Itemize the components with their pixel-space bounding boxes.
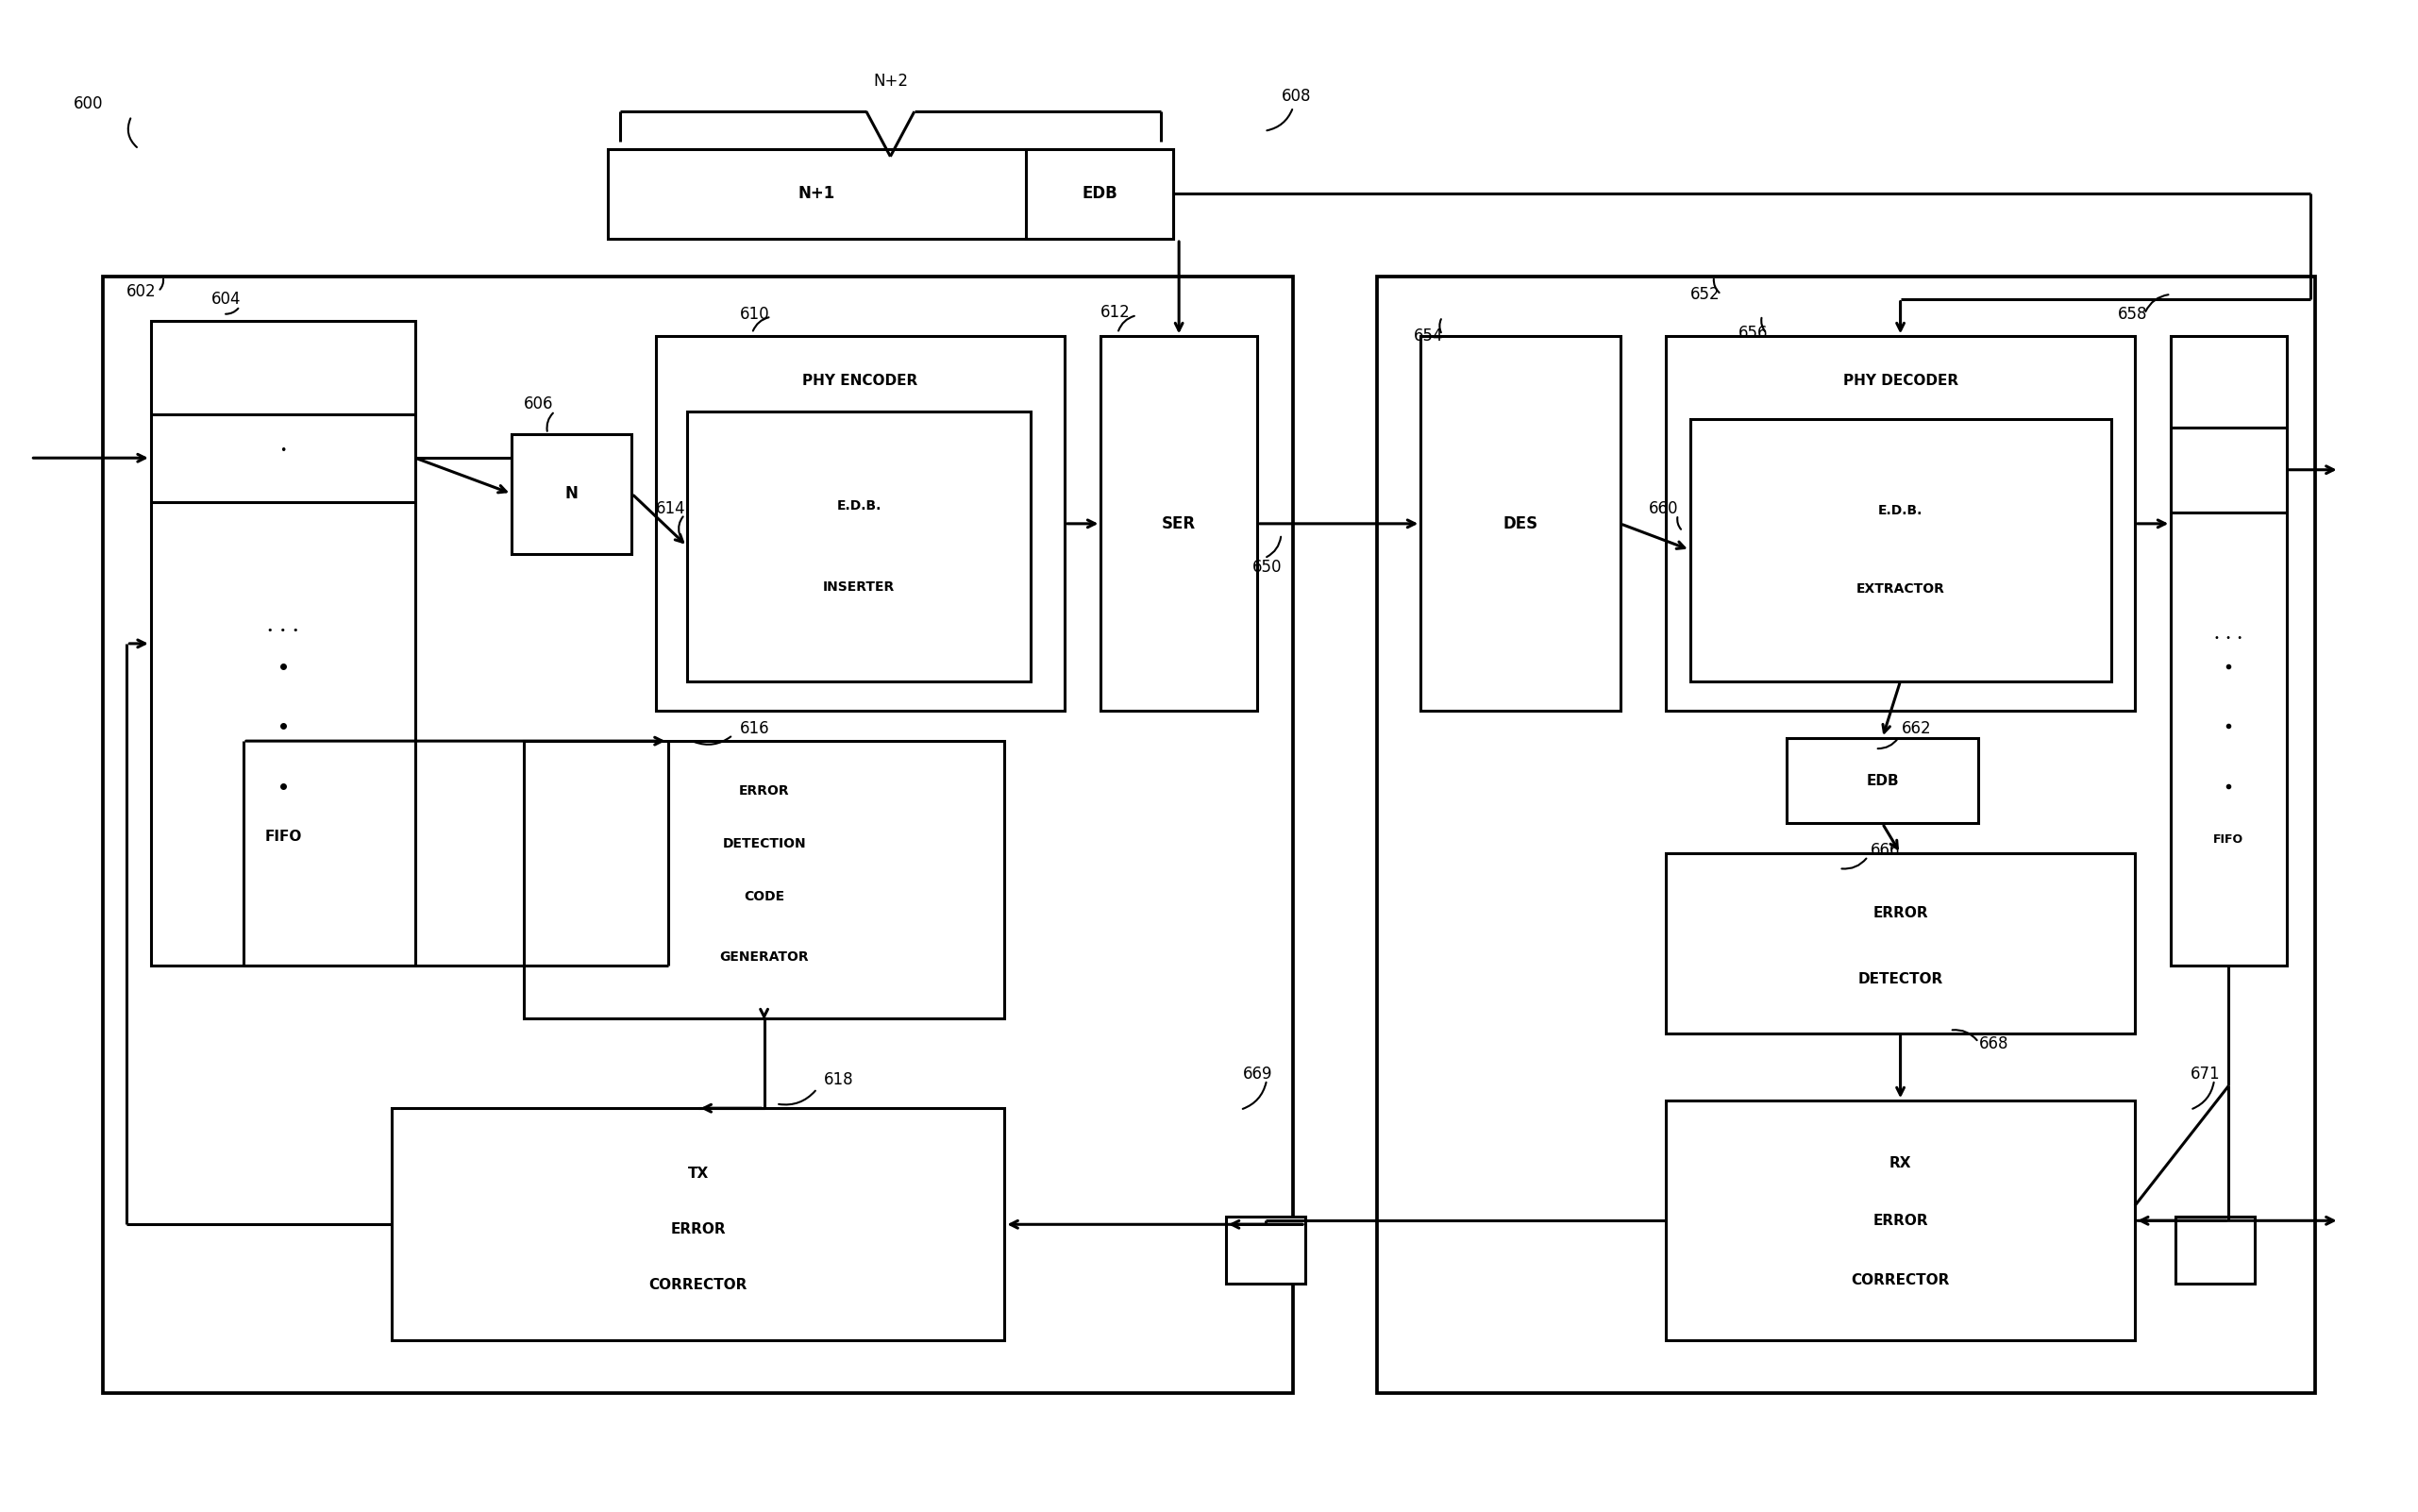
Text: 602: 602 xyxy=(126,283,157,299)
Text: 618: 618 xyxy=(825,1072,854,1089)
Bar xyxy=(1025,150,1173,239)
Bar xyxy=(1787,738,1978,824)
Text: 662: 662 xyxy=(1901,721,1932,738)
Text: CORRECTOR: CORRECTOR xyxy=(648,1278,747,1291)
Text: PHY ENCODER: PHY ENCODER xyxy=(803,373,919,389)
Text: ERROR: ERROR xyxy=(670,1222,725,1237)
Text: 608: 608 xyxy=(1282,88,1311,104)
Text: ERROR: ERROR xyxy=(740,785,788,797)
Text: 666: 666 xyxy=(1872,842,1901,859)
Text: FIFO: FIFO xyxy=(2212,833,2244,847)
Bar xyxy=(1226,1216,1306,1284)
Text: EDB: EDB xyxy=(1867,774,1898,788)
Bar xyxy=(392,1108,1003,1341)
Text: 650: 650 xyxy=(1253,558,1282,576)
Bar xyxy=(2171,336,2287,966)
Bar xyxy=(1100,336,1257,711)
Text: •: • xyxy=(280,445,288,457)
Bar xyxy=(655,336,1064,711)
Text: PHY DECODER: PHY DECODER xyxy=(1843,373,1959,389)
Text: N: N xyxy=(566,485,578,502)
Bar xyxy=(607,150,1173,239)
Bar xyxy=(1666,1101,2135,1341)
Text: SER: SER xyxy=(1163,516,1197,532)
Text: ERROR: ERROR xyxy=(1874,906,1927,919)
Text: GENERATOR: GENERATOR xyxy=(721,951,808,965)
Text: 614: 614 xyxy=(655,500,687,517)
Text: 668: 668 xyxy=(1978,1036,2009,1052)
Text: FIFO: FIFO xyxy=(264,830,302,844)
Text: TX: TX xyxy=(687,1166,708,1181)
Bar xyxy=(1690,419,2111,680)
Bar xyxy=(1666,336,2135,711)
Bar xyxy=(687,411,1030,680)
Text: 616: 616 xyxy=(740,721,769,738)
Text: •  •  •: • • • xyxy=(268,626,300,635)
Text: 600: 600 xyxy=(75,95,104,112)
Bar xyxy=(1378,277,2316,1393)
Text: 654: 654 xyxy=(1415,328,1444,345)
Text: DETECTOR: DETECTOR xyxy=(1857,972,1944,986)
Text: ERROR: ERROR xyxy=(1874,1214,1927,1228)
Text: 606: 606 xyxy=(525,395,554,413)
Text: EXTRACTOR: EXTRACTOR xyxy=(1857,582,1944,596)
Text: RX: RX xyxy=(1888,1157,1913,1170)
Text: CORRECTOR: CORRECTOR xyxy=(1852,1273,1949,1288)
Text: 652: 652 xyxy=(1690,286,1719,302)
Text: CODE: CODE xyxy=(745,889,783,903)
Text: 658: 658 xyxy=(2118,305,2147,322)
Text: N+2: N+2 xyxy=(873,73,907,91)
Text: 604: 604 xyxy=(210,290,242,307)
Text: 612: 612 xyxy=(1100,304,1132,321)
Bar xyxy=(1422,336,1620,711)
Text: DETECTION: DETECTION xyxy=(723,838,805,850)
Bar xyxy=(513,434,631,553)
Text: 610: 610 xyxy=(740,305,769,322)
Text: DES: DES xyxy=(1504,516,1538,532)
Text: 660: 660 xyxy=(1649,500,1678,517)
Text: E.D.B.: E.D.B. xyxy=(837,499,883,513)
Bar xyxy=(150,322,416,966)
Text: E.D.B.: E.D.B. xyxy=(1879,503,1922,517)
Bar xyxy=(2176,1216,2256,1284)
Text: N+1: N+1 xyxy=(798,186,834,203)
Bar xyxy=(102,277,1294,1393)
Text: 669: 669 xyxy=(1243,1066,1272,1083)
Text: •  •  •: • • • xyxy=(2215,634,2244,643)
Text: 656: 656 xyxy=(1739,325,1768,342)
Text: INSERTER: INSERTER xyxy=(822,581,895,593)
Bar xyxy=(1666,853,2135,1033)
Text: EDB: EDB xyxy=(1081,186,1117,203)
Text: 671: 671 xyxy=(2191,1066,2220,1083)
Bar xyxy=(525,741,1003,1018)
